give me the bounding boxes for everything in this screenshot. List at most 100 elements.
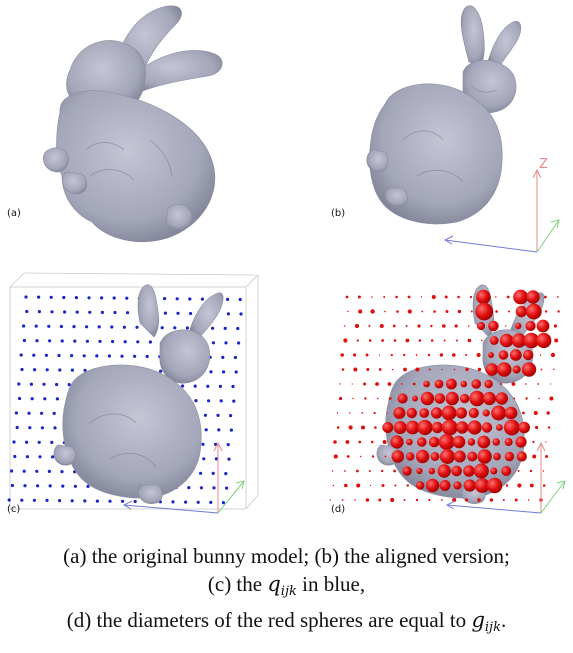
red-sphere (463, 479, 476, 492)
red-sphere (366, 368, 370, 371)
blue-point (14, 411, 18, 415)
blue-point (50, 440, 54, 444)
caption-line-3-post: . (500, 608, 507, 632)
blue-point (229, 428, 233, 432)
blue-point (135, 325, 139, 329)
panel-d: (d) (287, 263, 573, 525)
red-sphere (361, 412, 364, 414)
blue-point (199, 471, 203, 475)
red-sphere (484, 379, 493, 389)
blue-point (226, 443, 230, 447)
red-sphere (557, 310, 560, 313)
red-sphere (430, 339, 434, 342)
blue-point (206, 384, 210, 388)
blue-point (19, 353, 23, 357)
red-sphere (333, 440, 337, 444)
blue-point (207, 399, 211, 403)
red-sphere (332, 484, 335, 487)
blue-point (181, 384, 185, 388)
blue-point (202, 457, 206, 461)
blue-point (194, 399, 198, 403)
red-sphere (470, 310, 473, 313)
blue-point (234, 370, 238, 374)
red-sphere (489, 336, 499, 345)
panel-label: (c) (7, 504, 21, 515)
red-sphere (397, 393, 408, 404)
red-sphere (388, 397, 392, 400)
blue-point (51, 455, 55, 459)
blue-point (53, 426, 57, 430)
red-sphere (482, 391, 496, 406)
red-sphere (417, 324, 421, 328)
blue-point (35, 469, 39, 473)
red-sphere (503, 419, 520, 436)
red-sphere (545, 441, 547, 443)
blue-point (24, 295, 28, 299)
blue-point (218, 384, 222, 388)
red-sphere (467, 325, 470, 327)
red-sphere (430, 407, 443, 419)
panel-c: (c) (0, 263, 286, 525)
red-sphere (518, 421, 530, 434)
red-sphere (433, 310, 436, 313)
blue-point (83, 368, 87, 372)
red-sphere (481, 422, 493, 433)
red-sphere (505, 325, 507, 327)
blue-point (209, 370, 213, 374)
red-sphere (390, 435, 404, 449)
red-sphere (364, 397, 367, 400)
blue-point (222, 370, 226, 374)
red-sphere (452, 435, 466, 449)
blue-point (60, 339, 64, 343)
bunny-render-original (43, 5, 223, 243)
blue-point (59, 324, 64, 329)
red-sphere (353, 367, 358, 372)
blue-point (189, 311, 193, 316)
red-sphere (475, 302, 494, 321)
blue-point (107, 354, 111, 358)
red-sphere (517, 470, 520, 472)
red-sphere (523, 332, 540, 349)
blue-point (217, 428, 221, 432)
blue-point (29, 382, 33, 386)
red-sphere (553, 368, 555, 371)
red-sphere (532, 454, 537, 459)
blue-point (48, 484, 52, 488)
red-sphere (467, 420, 482, 435)
red-sphere (495, 310, 498, 313)
blue-point (22, 324, 26, 328)
red-sphere (407, 295, 411, 299)
blue-point (120, 354, 124, 358)
blue-point (221, 355, 225, 359)
blue-point (145, 354, 149, 359)
blue-point (211, 326, 215, 330)
red-sphere (415, 498, 419, 502)
red-sphere (358, 440, 362, 444)
math-g-ijk: gijk (471, 608, 501, 635)
blue-point (70, 368, 74, 372)
blue-point (47, 469, 52, 473)
blue-point (25, 309, 29, 314)
blue-point (83, 499, 87, 503)
red-sphere (460, 380, 468, 388)
red-sphere (431, 295, 436, 299)
red-sphere (406, 484, 409, 487)
blue-point (28, 426, 32, 430)
blue-point (201, 442, 205, 446)
blue-point (82, 354, 86, 358)
red-sphere (339, 383, 341, 385)
math-g-subscript: ijk (484, 620, 501, 635)
red-sphere (434, 393, 446, 404)
blue-point (87, 296, 91, 300)
red-sphere (428, 368, 431, 371)
red-sphere (354, 323, 360, 329)
red-sphere (374, 426, 377, 429)
red-sphere (387, 382, 392, 386)
red-sphere (535, 425, 539, 430)
blue-point (110, 325, 114, 329)
blue-point (199, 486, 203, 490)
red-sphere (386, 412, 388, 414)
red-sphere (492, 438, 500, 446)
axis-z-label: Z (539, 157, 548, 172)
red-sphere (465, 498, 469, 502)
